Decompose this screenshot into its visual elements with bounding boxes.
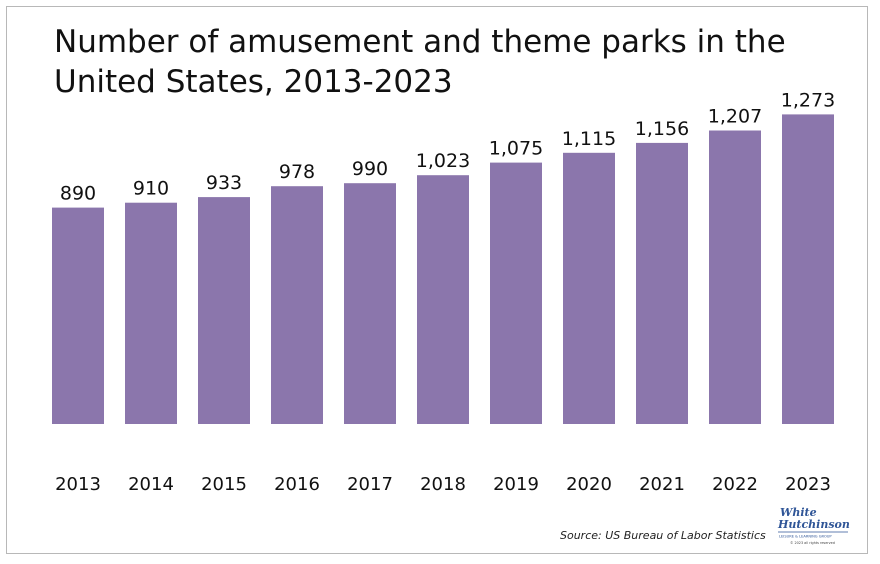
bar-2015 [198, 197, 250, 424]
value-label-2018: 1,023 [416, 150, 470, 172]
x-tick-label-2018: 2018 [420, 474, 466, 495]
value-label-2017: 990 [352, 158, 388, 180]
x-tick-label-2014: 2014 [128, 474, 174, 495]
x-tick-label-2020: 2020 [566, 474, 612, 495]
x-tick-label-2013: 2013 [55, 474, 101, 495]
bars-group [52, 114, 834, 425]
value-label-2023: 1,273 [781, 89, 835, 111]
value-label-2016: 978 [279, 161, 315, 183]
value-label-2021: 1,156 [635, 118, 689, 140]
bar-2016 [271, 186, 323, 424]
bar-2019 [490, 162, 542, 424]
value-label-2013: 890 [60, 183, 96, 205]
x-tick-label-2017: 2017 [347, 474, 393, 495]
x-tick-label-2016: 2016 [274, 474, 320, 495]
logo-line-1: White [780, 506, 817, 519]
logo-line-2: Hutchinson [777, 518, 850, 531]
value-label-2022: 1,207 [708, 106, 762, 128]
bar-2020 [563, 152, 615, 425]
x-tick-label-2015: 2015 [201, 474, 247, 495]
x-tick-label-2021: 2021 [639, 474, 685, 495]
x-tick-label-2023: 2023 [785, 474, 831, 495]
logo-tagline: LEISURE & LEARNING GROUP [779, 535, 832, 539]
source-note: Source: US Bureau of Labor Statistics [560, 529, 766, 542]
bar-2017 [344, 183, 396, 424]
x-tick-label-2022: 2022 [712, 474, 758, 495]
bar-2023 [782, 114, 834, 425]
bar-2014 [125, 202, 177, 424]
chart-title: Number of amusement and theme parks in t… [54, 22, 814, 102]
bar-2013 [52, 207, 104, 424]
value-label-2020: 1,115 [562, 128, 616, 150]
x-tick-label-2019: 2019 [493, 474, 539, 495]
value-labels-group: 890 910 933 978 990 1,023 1,075 1,115 1,156 1,207… [60, 89, 835, 204]
logo-copyright: © 2023 all rights reserved [790, 541, 835, 545]
x-tick-labels-group: 2013 2014 2015 2016 2017 2018 2019 2020 2021 2022… [55, 474, 831, 495]
value-label-2019: 1,075 [489, 138, 543, 160]
value-label-2015: 933 [206, 172, 242, 194]
bar-2021 [636, 142, 688, 424]
chart-title-line-1: Number of amusement and theme parks in t… [54, 24, 786, 60]
bar-2018 [417, 175, 469, 424]
bar-2022 [709, 130, 761, 424]
white-hutchinson-logo: White Hutchinson LEISURE & LEARNING GROU… [777, 506, 850, 545]
value-label-2014: 910 [133, 178, 169, 200]
chart-title-line-2: United States, 2013-2023 [54, 64, 453, 100]
